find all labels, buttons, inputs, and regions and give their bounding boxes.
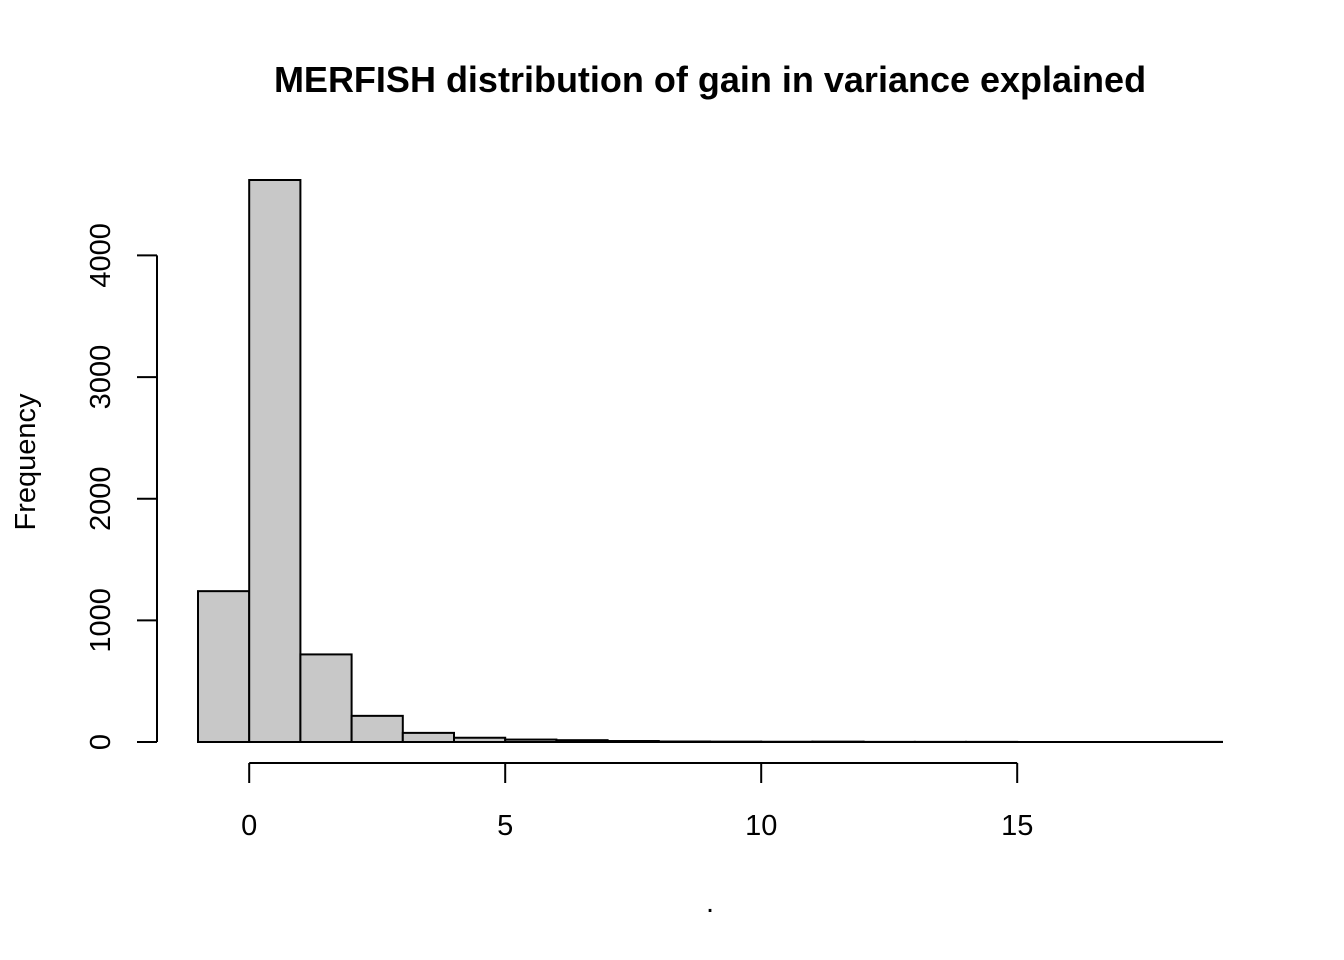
y-tick-label: 4000 xyxy=(85,223,117,288)
y-tick-label: 0 xyxy=(85,734,117,750)
histogram-bar xyxy=(248,179,302,743)
histogram-bar xyxy=(350,714,404,743)
x-tick-label: 10 xyxy=(745,810,777,842)
histogram-bar xyxy=(401,731,455,744)
histogram-bars xyxy=(197,179,1224,744)
y-tick-label: 3000 xyxy=(85,345,117,410)
x-tick-label: 0 xyxy=(241,810,257,842)
histogram-bar xyxy=(197,590,251,743)
y-axis-label: Frequency xyxy=(10,393,42,531)
x-tick-label: 15 xyxy=(1001,810,1033,842)
x-axis-label: . xyxy=(706,887,714,919)
y-tick-label: 2000 xyxy=(85,466,117,531)
y-axis: 0 1000 2000 3000 4000 xyxy=(85,223,158,750)
histogram-bar xyxy=(299,653,353,744)
y-tick-label: 1000 xyxy=(85,588,117,653)
chart-title: MERFISH distribution of gain in variance… xyxy=(274,59,1146,100)
x-axis: 0 5 10 15 xyxy=(241,762,1033,842)
x-tick-label: 5 xyxy=(497,810,513,842)
